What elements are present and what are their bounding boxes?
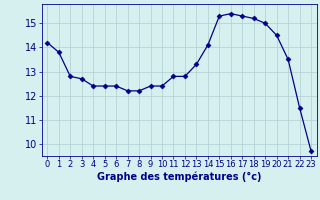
X-axis label: Graphe des températures (°c): Graphe des températures (°c) bbox=[97, 172, 261, 182]
